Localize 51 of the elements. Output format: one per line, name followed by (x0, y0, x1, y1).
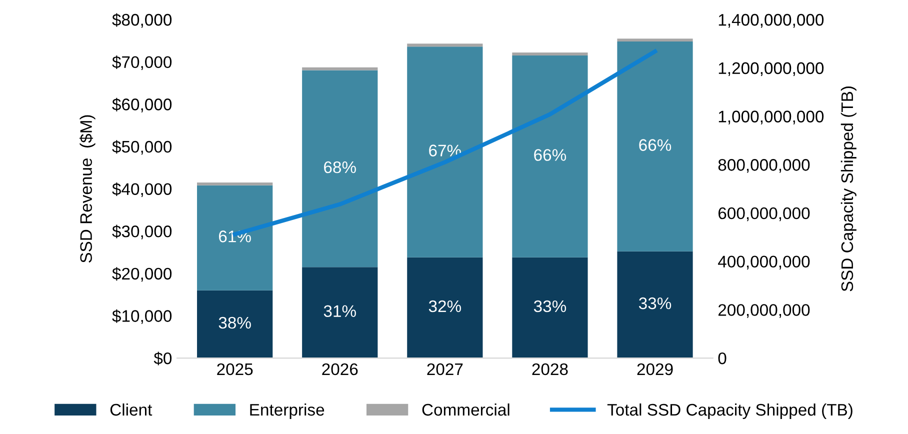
bar (302, 67, 378, 70)
legend-label: Commercial (422, 403, 510, 416)
bar (197, 182, 273, 186)
bar (197, 185, 273, 290)
y-tick-label: $50,000 (112, 140, 172, 155)
annotation: 32% (428, 300, 462, 312)
x-tick-label: 2026 (322, 363, 358, 376)
y-tick-label: $80,000 (112, 13, 172, 28)
bar (617, 42, 693, 252)
x-tick-label: 2027 (427, 363, 463, 376)
y-tick-label: $40,000 (112, 182, 172, 197)
y-tick-label: $30,000 (112, 224, 172, 240)
annotation: 33% (534, 300, 566, 312)
annotation: 68% (324, 161, 356, 174)
bar (407, 44, 483, 47)
y2-tick-label: 1,200,000,000 (718, 62, 824, 76)
y-tick-label: $20,000 (112, 267, 172, 282)
annotation: 33% (638, 297, 672, 310)
x-tick-label: 2028 (532, 363, 568, 376)
bar (512, 52, 588, 56)
y-tick-label: $60,000 (112, 98, 172, 112)
y-tick-label: $0 (154, 352, 172, 366)
bar (407, 46, 483, 258)
bar (512, 56, 588, 258)
bar (617, 38, 693, 42)
legend-label: Enterprise (250, 403, 324, 419)
legend-label: Total SSD Capacity Shipped (TB) (607, 403, 852, 419)
bar (197, 290, 273, 358)
annotation: 66% (534, 149, 566, 161)
annotation: 31% (324, 305, 356, 318)
x-tick-label: 2025 (217, 363, 253, 376)
y2-tick-label: 0 (718, 352, 726, 364)
y2-tick-label: 1,000,000,000 (718, 110, 824, 124)
x-tick-label: 2029 (637, 363, 673, 376)
bar (407, 257, 483, 358)
y-tick-label: $70,000 (112, 56, 172, 70)
annotation: 66% (639, 139, 672, 151)
bar (302, 70, 378, 268)
y2-tick-label: 600,000,000 (718, 207, 810, 222)
y-tick-label: $10,000 (112, 309, 172, 324)
y2-tick-label: 400,000,000 (718, 256, 810, 270)
bar (512, 257, 588, 358)
y2-axis-title: SSD Capacity Shipped (TB) (840, 86, 856, 292)
y2-tick-label: 1,400,000,000 (718, 14, 824, 28)
bar (617, 251, 693, 358)
y2-tick-label: 800,000,000 (718, 159, 810, 173)
y-axis-title: SSD Revenue ($M) (79, 115, 96, 263)
bar (302, 267, 378, 358)
y2-tick-label: 200,000,000 (718, 304, 810, 318)
annotation: 38% (218, 316, 251, 329)
legend-label: Client (110, 403, 152, 416)
